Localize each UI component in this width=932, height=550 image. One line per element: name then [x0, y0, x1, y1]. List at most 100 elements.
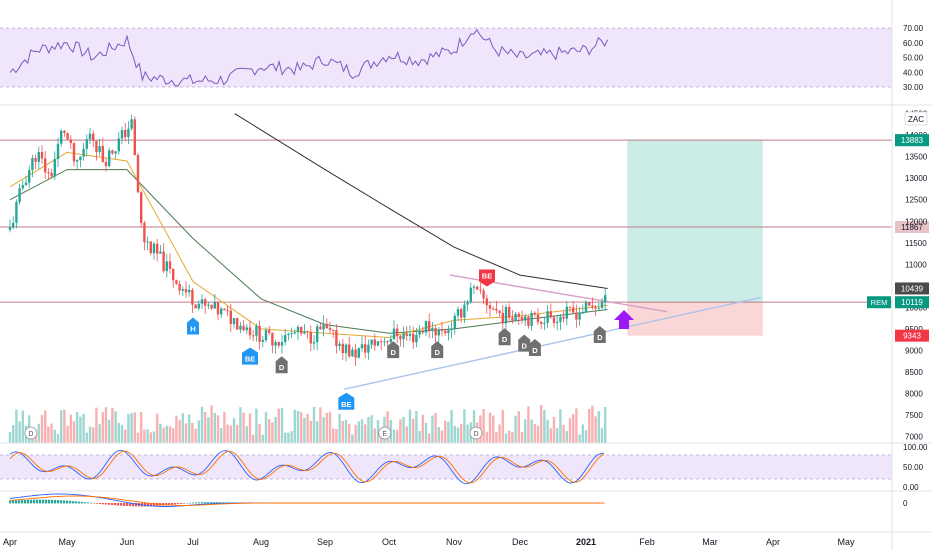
- pattern-marker[interactable]: BE: [338, 392, 355, 410]
- volume-bar: [584, 430, 588, 443]
- macd-hist-bar: [68, 500, 72, 504]
- candle-body: [584, 302, 588, 313]
- rsi-pane[interactable]: 30.00 40.00 50.00 60.00 70.00: [0, 24, 924, 92]
- candle-body: [357, 348, 360, 358]
- candle-body: [264, 330, 268, 341]
- macd-hist-bar: [29, 499, 33, 504]
- candle-body: [18, 188, 21, 203]
- macd-hist-bar: [50, 499, 54, 504]
- volume-bar: [191, 422, 194, 443]
- candle-body: [188, 289, 191, 293]
- macd-hist-bar: [119, 503, 123, 506]
- candle-body: [460, 309, 463, 318]
- volume-bar: [453, 425, 456, 443]
- time-tick-label: Mar: [702, 537, 718, 547]
- candle-body: [351, 349, 354, 357]
- volume-bar: [568, 418, 572, 443]
- volume-bar: [348, 423, 351, 443]
- pattern-marker[interactable]: D: [275, 356, 288, 374]
- rsi-tick-label: 40.00: [903, 68, 924, 77]
- volume-bar: [373, 428, 376, 443]
- horizontal-levels[interactable]: 138831186710122: [0, 134, 929, 309]
- pattern-marker[interactable]: D: [593, 326, 606, 344]
- candle-body: [277, 342, 280, 346]
- macd-hist-bar: [194, 502, 198, 504]
- macd-hist-bar: [98, 503, 102, 505]
- candle-body: [581, 312, 584, 314]
- pattern-marker[interactable]: D: [498, 328, 511, 346]
- candle-body: [520, 316, 524, 321]
- volume-bar: [12, 425, 15, 443]
- volume-bar: [450, 410, 453, 443]
- price-tick-label: 8500: [905, 368, 923, 377]
- candle-body: [524, 316, 527, 321]
- candle-body: [82, 148, 85, 157]
- pattern-marker[interactable]: D: [528, 338, 541, 356]
- volume-bar: [213, 413, 216, 443]
- volume-bar: [463, 409, 466, 443]
- candle-body: [396, 328, 399, 337]
- volume-bar: [556, 428, 559, 443]
- series-tag-box: [867, 296, 891, 309]
- rsi-axis: 30.00 40.00 50.00 60.00 70.00: [903, 24, 924, 92]
- candle-body: [588, 302, 591, 306]
- volume-bar: [341, 421, 344, 443]
- volume-bar: [255, 408, 258, 443]
- candle-body: [495, 308, 498, 311]
- pattern-marker[interactable]: D: [431, 341, 444, 359]
- event-marker[interactable]: [378, 426, 392, 440]
- position-stop-zone[interactable]: [627, 302, 763, 336]
- candle-body: [399, 336, 402, 340]
- volume-histogram: [8, 405, 607, 443]
- price-badge-label: 13883: [901, 136, 924, 145]
- macd-hist-bar: [32, 499, 36, 504]
- volume-bar: [194, 428, 197, 443]
- candle-body: [504, 306, 508, 324]
- event-marker[interactable]: [469, 426, 483, 440]
- volume-bar: [322, 417, 325, 443]
- pattern-marker[interactable]: H: [187, 317, 199, 335]
- position-target-zone[interactable]: [627, 140, 763, 303]
- macd-hist-bar: [20, 500, 24, 504]
- stochastic-pane[interactable]: 0.00 50.00 100.00: [0, 443, 928, 492]
- candle-body: [15, 202, 18, 223]
- candle-body: [546, 311, 549, 323]
- candle-body: [565, 306, 568, 319]
- candle-body: [136, 154, 140, 193]
- volume-bar: [472, 410, 476, 443]
- trendline[interactable]: [344, 296, 761, 390]
- stochastic-tick-label: 100.00: [903, 443, 928, 452]
- moving-average-line: [9, 169, 608, 334]
- pattern-marker[interactable]: D: [387, 341, 400, 359]
- candle-body: [191, 289, 194, 305]
- macd-pane[interactable]: 0: [8, 493, 908, 508]
- volume-bar: [82, 413, 85, 443]
- candle-body: [236, 318, 239, 330]
- macd-hist-bar: [11, 500, 15, 504]
- volume-bar: [588, 408, 591, 443]
- candle-body: [111, 150, 114, 154]
- volume-bar: [130, 412, 133, 443]
- volume-bar: [258, 424, 261, 443]
- volume-bar: [319, 407, 322, 443]
- price-tick-label: 7500: [905, 411, 923, 420]
- candle-body: [508, 306, 511, 318]
- candle-body: [418, 331, 421, 335]
- candle-body: [322, 323, 325, 330]
- rsi-tick-label: 60.00: [903, 39, 924, 48]
- moving-average-line: [234, 113, 608, 289]
- volume-bar: [101, 412, 104, 443]
- event-marker[interactable]: [24, 426, 38, 440]
- pattern-marker[interactable]: D: [518, 334, 531, 352]
- volume-bar: [200, 406, 204, 443]
- volume-bar: [482, 408, 485, 443]
- pattern-marker[interactable]: BE: [479, 269, 495, 287]
- volume-bar: [424, 422, 428, 443]
- candle-body: [108, 150, 111, 167]
- pattern-marker[interactable]: BE: [242, 347, 259, 365]
- candle-body: [284, 335, 287, 343]
